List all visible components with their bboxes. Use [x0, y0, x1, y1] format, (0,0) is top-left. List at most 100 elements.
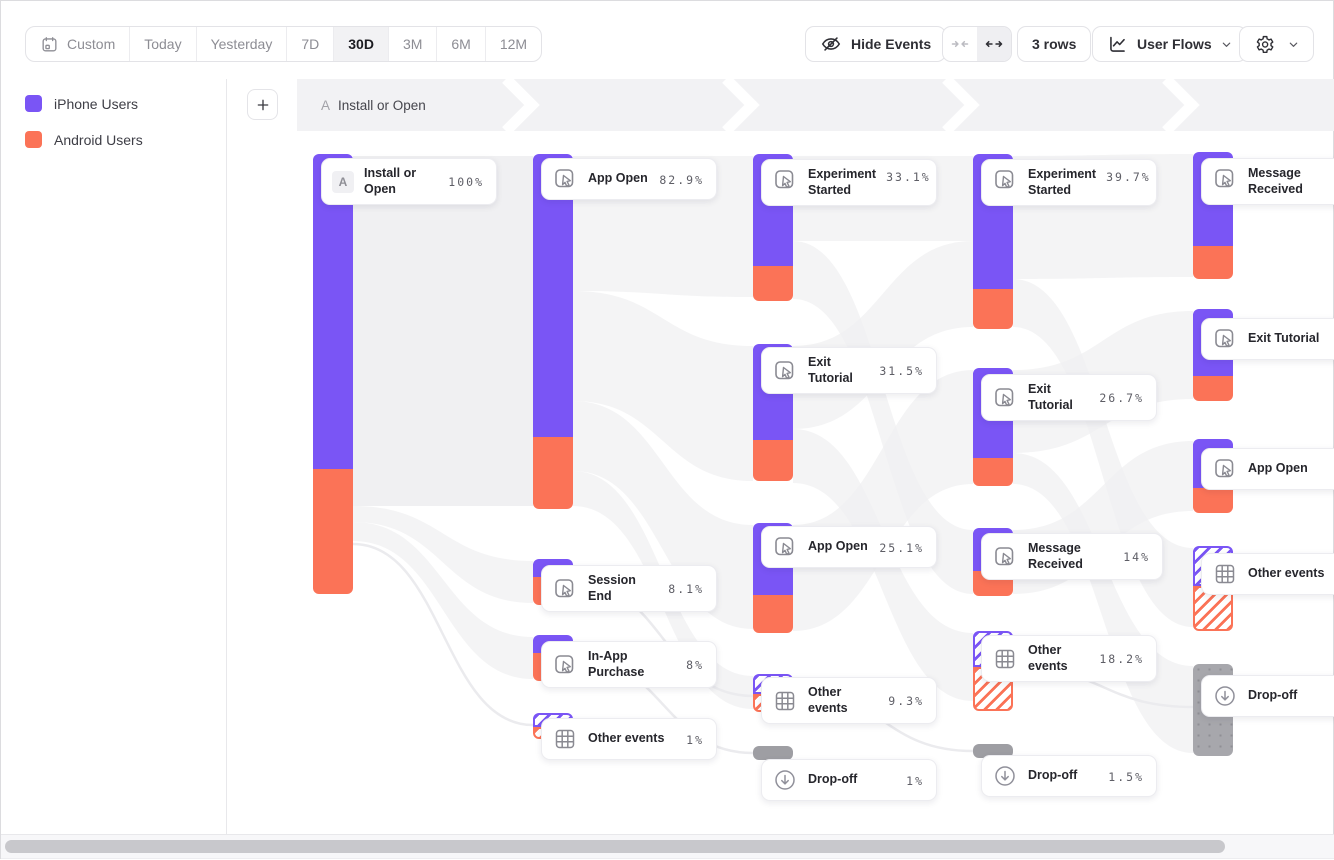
date-range-option-12m[interactable]: 12M	[486, 27, 541, 61]
event-icon	[552, 576, 578, 602]
flow-chart-icon	[1107, 34, 1128, 55]
node-bar-segment-orange[interactable]	[753, 595, 793, 633]
date-range-option-6m[interactable]: 6M	[437, 27, 486, 61]
date-range-option-label: 6M	[451, 36, 471, 52]
event-icon	[772, 534, 798, 560]
node-label: App Open	[808, 539, 868, 554]
date-range-option-label: 3M	[402, 36, 423, 52]
flow-node-card-c5-dropoff[interactable]: Drop-off	[1201, 675, 1334, 717]
dropoff-icon	[992, 763, 1018, 789]
grid-icon	[1212, 561, 1238, 587]
event-icon	[772, 358, 798, 384]
flow-node-card-c3-experiment[interactable]: Experiment Started 33.1%	[761, 159, 937, 207]
horizontal-scrollbar[interactable]	[1, 835, 1334, 859]
flow-step-label: A Install or Open	[321, 97, 426, 113]
flow-node-card-c4-experiment[interactable]: Experiment Started 39.7%	[981, 159, 1157, 207]
node-percentage: 31.5%	[879, 364, 924, 379]
node-percentage: 26.7%	[1099, 391, 1144, 406]
node-bar-segment-orange[interactable]	[313, 469, 353, 594]
flow-node-card-c3-other[interactable]: Other events 9.3%	[761, 677, 937, 725]
flow-node-card-c5-app-open[interactable]: App Open	[1201, 448, 1334, 490]
gear-icon	[1254, 34, 1275, 55]
collapse-columns-button[interactable]	[943, 27, 977, 61]
flow-link	[353, 156, 533, 506]
flow-node-card-c2-session-end[interactable]: Session End 8.1%	[541, 565, 717, 613]
flow-node-card-c5-other[interactable]: Other events	[1201, 553, 1334, 595]
toolbar: Custom Today Yesterday 7D 30D 3M 6M 12M Hide Ev…	[1, 1, 1333, 79]
node-bar-segment-orange[interactable]	[1193, 376, 1233, 401]
grid-icon	[552, 726, 578, 752]
legend-label: iPhone Users	[54, 95, 139, 112]
flow-node-card-c3-dropoff[interactable]: Drop-off 1%	[761, 759, 937, 801]
rows-button[interactable]: 3 rows	[1017, 26, 1092, 62]
flow-node-card-c4-dropoff[interactable]: Drop-off 1.5%	[981, 755, 1157, 797]
node-label: Other events	[808, 685, 848, 715]
node-percentage: 14%	[1123, 550, 1150, 565]
flow-node-card-c3-app-open[interactable]: App Open 25.1%	[761, 526, 937, 568]
flow-node-card-c2-app-open[interactable]: App Open 82.9%	[541, 158, 717, 200]
node-bar-segment-gray[interactable]	[973, 744, 1013, 758]
node-bar-segment-gray[interactable]	[753, 746, 793, 760]
legend-swatch	[25, 95, 42, 112]
event-icon	[1212, 326, 1238, 352]
step-chevrons	[502, 79, 1200, 131]
date-range-option-3m[interactable]: 3M	[389, 27, 438, 61]
legend-swatch	[25, 131, 42, 148]
date-range-option-label: 30D	[348, 36, 374, 52]
flow-node-card-c4-message[interactable]: Message Received 14%	[981, 533, 1163, 581]
node-label: Message Received	[1028, 541, 1083, 571]
flow-node-card-c2-inapp[interactable]: In-App Purchase 8%	[541, 641, 717, 689]
node-bar-segment-orange[interactable]	[753, 440, 793, 481]
date-range-selector: Custom Today Yesterday 7D 30D 3M 6M 12M	[25, 26, 543, 62]
add-step-button[interactable]	[247, 89, 278, 120]
flow-node-card-c5-message[interactable]: Message Received	[1201, 158, 1334, 206]
node-bar-segment-orange[interactable]	[533, 437, 573, 509]
date-range-option-7d[interactable]: 7D	[287, 27, 335, 61]
date-range-option-label: 7D	[301, 36, 320, 52]
node-label: Other events	[1028, 643, 1068, 673]
legend-item[interactable]: iPhone Users	[25, 95, 226, 112]
legend-label: Android Users	[54, 131, 143, 148]
node-bar-segment-purple[interactable]	[533, 154, 573, 437]
flow-link	[573, 291, 753, 481]
flow-node-card-c4-exit[interactable]: Exit Tutorial 26.7%	[981, 374, 1157, 422]
node-label: In-App Purchase	[588, 649, 645, 679]
hide-events-label: Hide Events	[851, 36, 932, 52]
node-label: Other events	[588, 731, 665, 746]
node-percentage: 25.1%	[879, 540, 924, 555]
settings-dropdown[interactable]	[1239, 26, 1314, 62]
event-icon	[1212, 456, 1238, 482]
dropoff-icon	[1212, 683, 1238, 709]
view-type-label: User Flows	[1137, 36, 1212, 52]
node-bar-segment-orange[interactable]	[1193, 246, 1233, 279]
date-range-option-30d[interactable]: 30D	[334, 27, 389, 61]
flow-node-card-c1-install[interactable]: A Install or Open 100%	[321, 158, 497, 206]
calendar-icon	[40, 35, 59, 54]
node-label: Session End	[588, 573, 636, 603]
node-bar-segment-purple[interactable]	[313, 154, 353, 469]
scrollbar-thumb[interactable]	[5, 840, 1225, 853]
node-bar-segment-orange[interactable]	[973, 289, 1013, 329]
legend-item[interactable]: Android Users	[25, 131, 226, 148]
date-range-option-today[interactable]: Today	[130, 27, 197, 61]
view-type-dropdown[interactable]: User Flows	[1092, 26, 1247, 62]
flow-node-card-c3-exit[interactable]: Exit Tutorial 31.5%	[761, 347, 937, 395]
expand-columns-button[interactable]	[977, 27, 1011, 61]
node-bar-segment-orange[interactable]	[973, 458, 1013, 486]
flow-node-card-c2-other[interactable]: Other events 1%	[541, 718, 717, 760]
node-percentage: 1%	[686, 732, 704, 747]
node-bar-segment-orange[interactable]	[753, 266, 793, 301]
event-icon	[1212, 166, 1238, 192]
node-bar-segment-orange[interactable]	[1193, 488, 1233, 513]
flow-node-card-c4-other[interactable]: Other events 18.2%	[981, 635, 1157, 683]
date-range-option-custom[interactable]: Custom	[26, 27, 131, 61]
flow-node-card-c5-exit[interactable]: Exit Tutorial	[1201, 318, 1334, 360]
rows-label: 3 rows	[1032, 36, 1077, 52]
node-percentage: 1.5%	[1108, 769, 1144, 784]
expand-collapse-toggle	[942, 26, 1012, 62]
arrows-collapse-icon	[950, 34, 970, 54]
event-icon	[772, 167, 798, 193]
date-range-option-yesterday[interactable]: Yesterday	[197, 27, 288, 61]
node-label: Install or Open	[364, 166, 417, 196]
hide-events-button[interactable]: Hide Events	[805, 26, 947, 62]
